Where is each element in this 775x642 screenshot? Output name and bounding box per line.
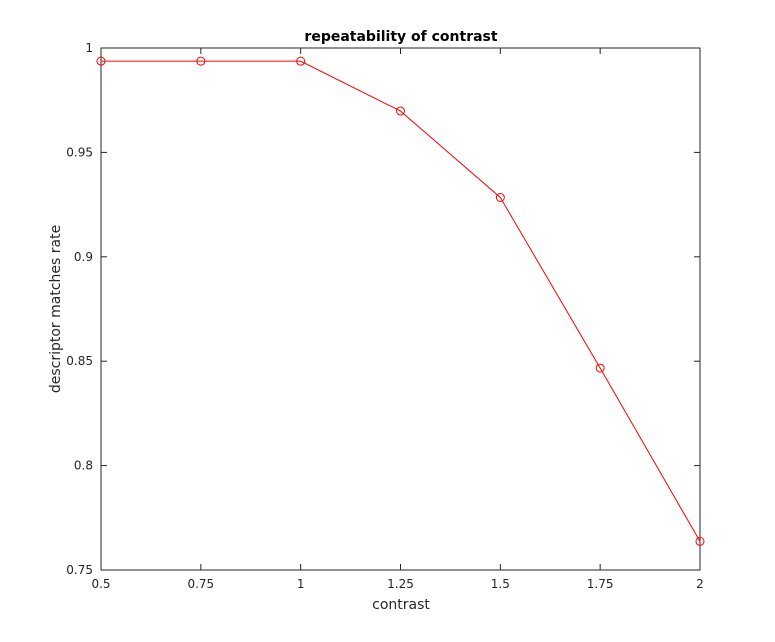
y-tick-label: 0.9	[74, 250, 93, 264]
x-tick-label: 1.25	[387, 577, 414, 591]
series-line	[101, 60, 701, 542]
x-axis-title: contrast	[372, 597, 430, 613]
x-tick-label: 1	[297, 577, 305, 591]
x-tick-label: 2	[696, 577, 704, 591]
y-axis-title: descriptor matches rate	[48, 225, 64, 393]
data-point-marker	[396, 106, 405, 116]
y-tick-label: 1	[85, 41, 93, 55]
x-tick-label: 0.75	[187, 577, 214, 591]
data-point-marker	[495, 193, 505, 203]
data-point-marker	[695, 536, 705, 546]
y-tick-label: 0.75	[66, 563, 93, 577]
y-tick-label: 0.95	[66, 145, 93, 159]
data-point-marker	[296, 56, 306, 66]
chart-title: repeatability of contrast	[304, 29, 497, 45]
x-tick-label: 1.5	[491, 577, 510, 591]
axes-layer: 0.5 0.75 1 1.25 1.5 1.75 20.750.80.850.90.951	[66, 41, 704, 591]
y-tick-label: 0.8	[74, 459, 93, 473]
data-point-marker	[96, 56, 106, 66]
series-layer	[96, 56, 705, 546]
plot-box	[100, 47, 701, 571]
data-point-marker	[595, 363, 605, 373]
x-tick-label: 1.75	[587, 577, 614, 591]
x-tick-label: 0.5	[91, 577, 110, 591]
data-point-marker	[196, 56, 206, 66]
y-tick-label: 0.85	[66, 354, 93, 368]
